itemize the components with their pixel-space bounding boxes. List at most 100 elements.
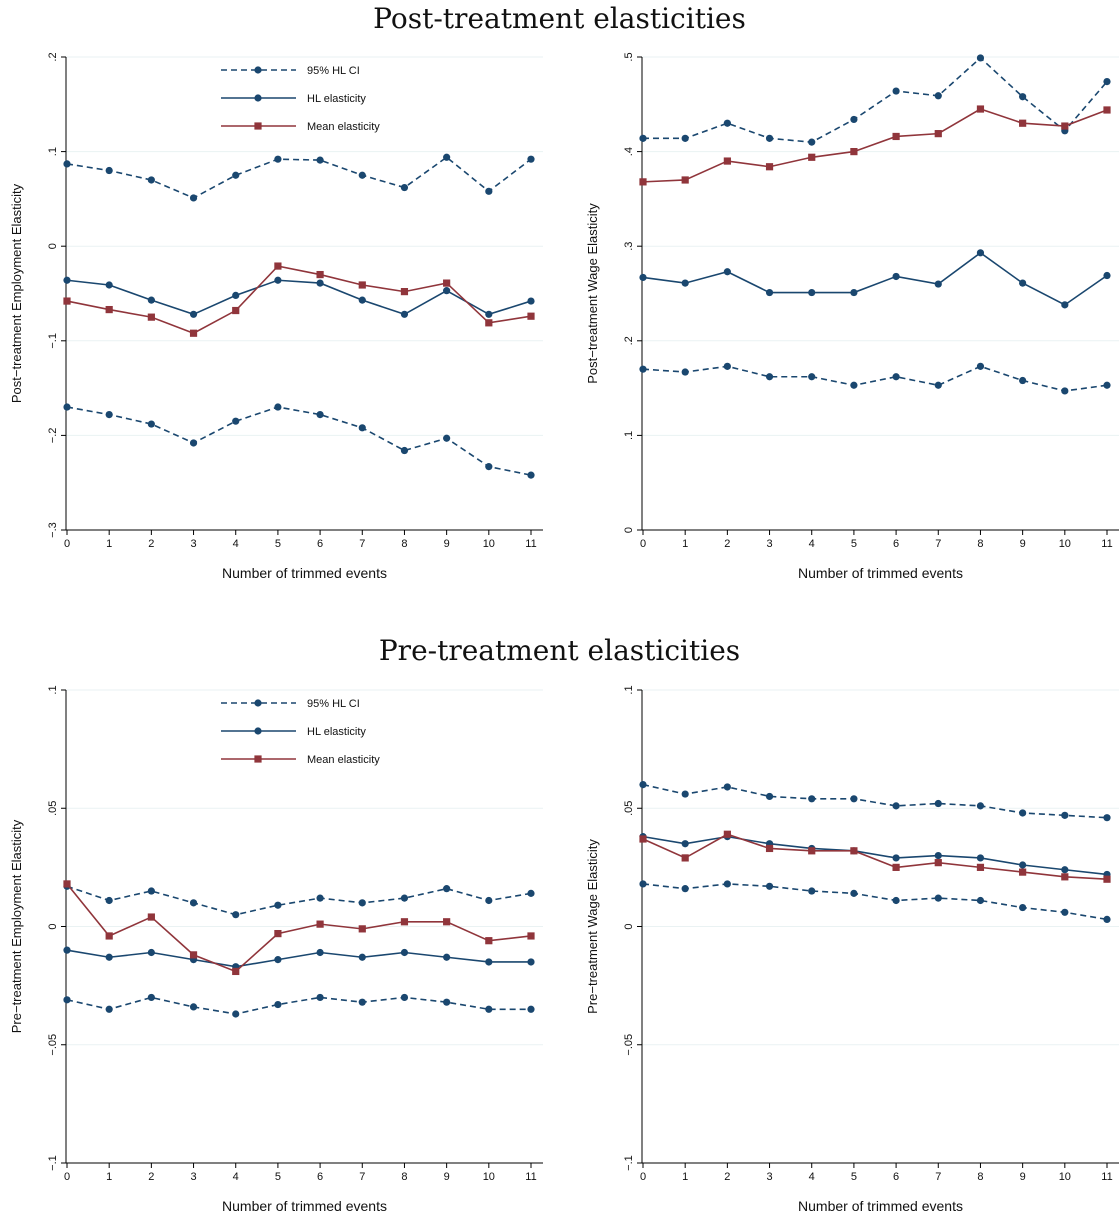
point-hl <box>232 291 240 299</box>
point-hl <box>976 249 985 257</box>
point-ci-upper <box>358 171 366 179</box>
point-ci-lower <box>934 894 942 902</box>
x-tick-label: 10 <box>483 538 495 550</box>
point-hl <box>358 296 366 304</box>
point-mean <box>1019 868 1027 876</box>
point-ci-upper <box>808 138 816 146</box>
point-ci-lower <box>232 417 240 425</box>
point-ci-upper <box>527 155 535 163</box>
point-mean <box>274 929 282 938</box>
point-ci-upper <box>723 119 731 127</box>
point-mean <box>316 270 324 279</box>
point-hl <box>443 287 451 295</box>
point-ci-lower <box>1103 915 1111 924</box>
x-tick-label: 0 <box>640 538 646 550</box>
point-hl <box>105 281 113 289</box>
point-ci-lower <box>274 403 282 411</box>
point-hl <box>1061 866 1069 874</box>
point-ci-upper <box>485 187 493 195</box>
point-hl <box>850 288 858 297</box>
x-tick-label: 9 <box>1020 1171 1026 1183</box>
legend-label-hl: HL elasticity <box>307 726 366 738</box>
x-tick-label: 9 <box>444 538 450 550</box>
point-ci-upper <box>681 134 689 142</box>
y-tick-label: .2 <box>47 52 59 61</box>
legend-label-ci: 95% HL CI <box>307 698 360 710</box>
point-hl <box>316 948 324 957</box>
point-hl <box>400 948 409 957</box>
series-line-mean <box>642 833 1108 880</box>
post-treatment-employment-chart: −.3 −.2 −.1 0 .1 .2 Post−treatment Employment … <box>9 52 543 581</box>
point-ci-lower <box>189 439 198 447</box>
series-line-hl <box>66 949 531 968</box>
point-hl <box>1103 271 1111 280</box>
point-ci-upper <box>765 134 774 142</box>
point-hl <box>976 854 985 862</box>
x-tick-label: 7 <box>359 538 365 550</box>
point-mean <box>892 863 900 871</box>
series-line-mean <box>66 265 532 335</box>
x-tick-label: 4 <box>809 538 815 550</box>
point-ci-lower <box>681 368 689 376</box>
x-tick-label: 2 <box>724 1171 730 1183</box>
x-tick-label: 9 <box>444 1171 450 1183</box>
point-ci-lower <box>527 471 535 479</box>
point-mean <box>850 148 858 156</box>
point-mean <box>189 329 198 337</box>
x-tick-label: 2 <box>148 538 154 550</box>
point-hl <box>443 953 451 961</box>
point-hl <box>358 953 366 961</box>
point-ci-lower <box>358 424 366 432</box>
y-tick-label: .2 <box>623 336 635 345</box>
y-tick-label: .1 <box>47 685 59 694</box>
x-tick-label: 10 <box>1059 1171 1071 1183</box>
point-ci-upper <box>1061 811 1069 819</box>
series-line-ci-lower <box>66 996 531 1015</box>
x-axis-label: Number of trimmed events <box>798 565 963 581</box>
point-ci-upper <box>639 781 647 789</box>
point-ci-lower <box>527 1005 535 1013</box>
point-mean <box>232 967 240 976</box>
point-ci-lower <box>147 420 155 428</box>
point-ci-upper <box>400 183 409 192</box>
y-axis-label: Pre−treatment Employment Elasticity <box>9 819 24 1033</box>
point-ci-upper <box>316 156 324 164</box>
point-ci-upper <box>443 885 451 893</box>
point-ci-lower <box>976 896 985 905</box>
y-tick-label: −.1 <box>623 1155 635 1171</box>
series-line-hl <box>642 251 1108 306</box>
legend-marker-hl <box>254 727 262 735</box>
series-line-ci-upper <box>66 156 532 199</box>
y-axis-label: Post−treatment Employment Elasticity <box>9 183 24 403</box>
y-tick-label: 0 <box>623 923 635 929</box>
point-ci-upper <box>976 802 985 810</box>
y-tick-label: −.05 <box>623 1034 635 1056</box>
x-tick-label: 4 <box>809 1171 815 1183</box>
point-ci-upper <box>527 889 535 897</box>
x-tick-label: 1 <box>682 1171 688 1183</box>
point-ci-lower <box>976 362 985 370</box>
point-mean <box>934 130 942 138</box>
point-ci-lower <box>723 880 731 888</box>
x-tick-label: 7 <box>359 1171 365 1183</box>
y-axis-label: Post−treatment Wage Elasticity <box>585 203 600 384</box>
point-ci-upper <box>723 783 731 791</box>
point-ci-lower <box>639 365 647 373</box>
point-mean <box>316 920 324 928</box>
y-tick-label: 0 <box>47 923 59 929</box>
point-hl <box>63 946 71 954</box>
point-hl <box>189 310 198 318</box>
legend: 95% HL CI HL elasticity Mean elasticity <box>221 698 380 766</box>
point-ci-lower <box>808 887 816 895</box>
x-tick-label: 4 <box>233 1171 239 1183</box>
series-line-ci-lower <box>642 883 1108 921</box>
point-ci-upper <box>850 795 858 803</box>
point-mean <box>63 880 71 888</box>
x-tick-label: 6 <box>317 538 323 550</box>
x-axis-label: Number of trimmed events <box>222 1198 387 1214</box>
point-hl <box>105 953 113 961</box>
point-ci-upper <box>274 155 282 163</box>
point-hl <box>274 276 282 284</box>
x-tick-label: 11 <box>1101 1171 1112 1183</box>
point-ci-upper <box>274 901 282 909</box>
